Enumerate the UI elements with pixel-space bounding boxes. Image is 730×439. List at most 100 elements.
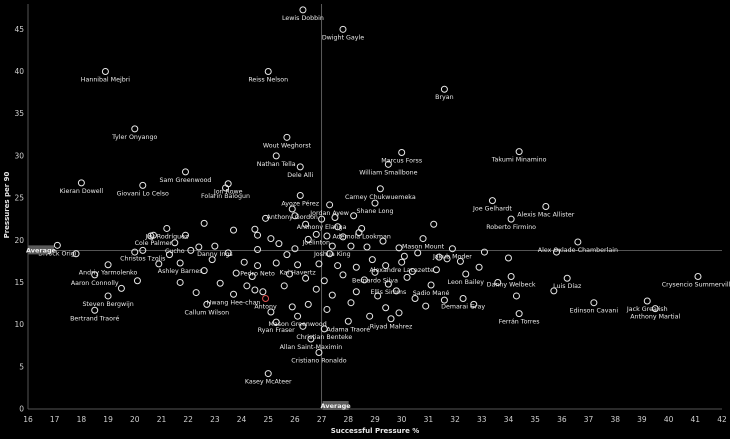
x-tick-label: 27: [317, 415, 327, 424]
point-label: Danny Welbeck: [487, 282, 536, 289]
point-label: Anthony Elanga: [297, 224, 347, 231]
x-tick-label: 37: [584, 415, 594, 424]
point-label: Carney Chukwuemeka: [345, 194, 416, 201]
data-point: [203, 300, 211, 308]
average-y-badge-label: Average: [26, 246, 57, 254]
data-point: [296, 192, 304, 200]
point-label: Riyad Mahrez: [370, 324, 413, 331]
data-point: [339, 25, 347, 33]
x-tick-labels: 16 17 18 19 20 21 22 23 24 25 26 27 28 29 30 31 32 33 34 35…: [23, 415, 727, 424]
data-point: [267, 235, 275, 243]
x-tick-label: 29: [370, 415, 380, 424]
point-label: Adama Traoré: [327, 325, 371, 333]
data-point: [334, 223, 342, 231]
point-label: Mason Mount: [402, 244, 445, 251]
data-point: [430, 220, 438, 228]
x-tick-label: 28: [344, 415, 354, 424]
data-point: [101, 68, 109, 75]
data-point: [192, 289, 200, 297]
point-label: Roberto Firmino: [486, 224, 536, 231]
y-tick-label: 0: [19, 405, 24, 414]
data-point: [312, 285, 320, 293]
x-tick-label: 16: [23, 415, 33, 424]
data-point: [222, 184, 230, 192]
point-label: Joe Gelhardt: [472, 206, 512, 213]
point-label: Alexis Mac Allister: [517, 212, 575, 219]
data-point: [350, 212, 358, 220]
point-label: Aaron Connolly: [71, 280, 119, 287]
data-point: [272, 152, 280, 160]
data-point: [259, 288, 267, 296]
data-point: [283, 133, 291, 141]
data-point: [254, 246, 262, 254]
data-point: [443, 255, 451, 263]
data-point: [326, 201, 334, 209]
x-tick-label: 39: [637, 415, 647, 424]
data-point: [366, 312, 374, 320]
data-point: [296, 163, 304, 171]
y-tick-label: 35: [14, 109, 24, 118]
point-label: Alex Oxlade-Chamberlain: [538, 247, 618, 254]
x-tick-label: 25: [263, 415, 273, 424]
x-tick-label: 35: [530, 415, 540, 424]
data-point: [264, 68, 272, 75]
data-point: [382, 304, 390, 312]
data-point: [488, 197, 496, 205]
data-point: [475, 263, 483, 271]
point-label: Takumi Minamino: [491, 157, 547, 164]
point-label: Kai Havertz: [279, 270, 316, 277]
average-badges: Average Average: [26, 245, 351, 410]
x-tick-label: 41: [691, 415, 701, 424]
data-point: [435, 253, 443, 261]
data-point: [440, 85, 448, 93]
data-point: [408, 267, 416, 275]
data-point: [304, 300, 312, 308]
data-point: [339, 271, 347, 279]
data-point: [694, 273, 702, 281]
point-label: Ellis Simms: [370, 289, 406, 296]
data-point: [280, 282, 288, 290]
x-tick-label: 34: [504, 415, 514, 424]
data-point: [448, 245, 456, 253]
point-label: Ashley Barnes: [158, 268, 203, 275]
data-point: [139, 181, 147, 189]
data-point: [360, 276, 368, 284]
point-label: Jack Grealish: [626, 306, 668, 313]
data-point: [643, 297, 651, 305]
point-label: Joshua King: [313, 251, 351, 258]
data-point: [294, 261, 302, 269]
data-point: [515, 148, 523, 156]
data-point: [323, 232, 331, 240]
point-label: Steven Bergwijn: [82, 301, 133, 308]
data-point: [352, 288, 360, 296]
point-label: Antony: [254, 303, 277, 310]
x-tick-label: 36: [557, 415, 567, 424]
point-label: Christian Benteke: [296, 334, 352, 341]
data-point: [91, 271, 99, 279]
data-point: [432, 266, 440, 274]
data-point: [427, 281, 435, 289]
data-point: [550, 287, 558, 295]
data-point: [91, 306, 99, 314]
point-label: Divock Origi: [38, 250, 77, 257]
data-point: [176, 259, 184, 267]
data-point: [507, 273, 515, 281]
point-label: Leon Bailey: [448, 279, 485, 286]
data-point: [133, 277, 141, 285]
data-point: [368, 256, 376, 264]
point-label: Allan Saint-Maximin: [280, 344, 343, 351]
point-label: Cristiano Ronaldo: [291, 357, 346, 364]
x-tick-label: 19: [103, 415, 113, 424]
point-label: Joelinton: [302, 239, 330, 246]
point-label: Alexandre Lacazette: [369, 267, 434, 274]
data-point: [462, 270, 470, 278]
data-point: [155, 260, 163, 268]
data-point: [163, 224, 171, 232]
point-label: Marcus Forss: [381, 158, 422, 165]
point-label: Hwang Hee-chan: [207, 299, 261, 306]
x-tick-label: 17: [50, 415, 60, 424]
x-tick-label: 18: [77, 415, 87, 424]
data-point: [480, 248, 488, 256]
data-point: [371, 199, 379, 207]
